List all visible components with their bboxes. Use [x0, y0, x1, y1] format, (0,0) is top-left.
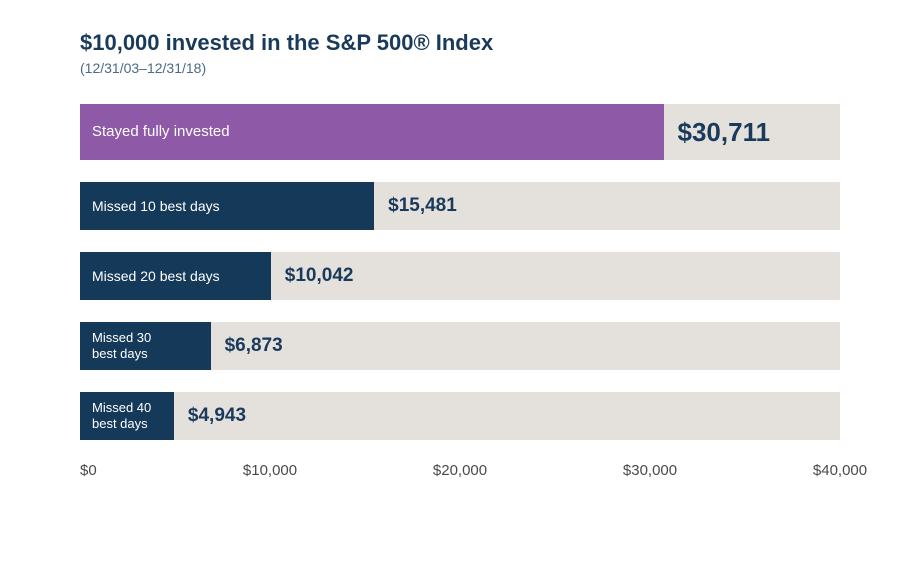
bar-fill: Missed 30 best days [80, 322, 211, 370]
bar-value: $6,873 [225, 335, 283, 357]
bar-value: $4,943 [188, 405, 246, 427]
bar-label: Missed 10 best days [92, 198, 228, 215]
bar-fill: Missed 20 best days [80, 252, 271, 300]
bar-value: $30,711 [678, 117, 771, 148]
bar-value: $15,481 [388, 195, 457, 217]
bar-label: Missed 40 best days [92, 400, 172, 431]
x-axis: $0$10,000$20,000$30,000$40,000 [80, 462, 840, 486]
axis-tick: $0 [80, 462, 97, 479]
bar-row: Missed 10 best days $15,481 [80, 182, 840, 230]
bar-fill: Missed 40 best days [80, 392, 174, 440]
bar-label: Missed 20 best days [92, 268, 228, 285]
bar-row: Missed 30 best days $6,873 [80, 322, 840, 370]
axis-tick: $20,000 [433, 462, 487, 479]
bar-fill: Missed 10 best days [80, 182, 374, 230]
bar-row: Missed 20 best days $10,042 [80, 252, 840, 300]
chart-title: $10,000 invested in the S&P 500® Index [80, 30, 840, 56]
bar-row: Stayed fully invested $30,711 [80, 104, 840, 160]
bar-value: $10,042 [285, 265, 354, 287]
bar-row: Missed 40 best days $4,943 [80, 392, 840, 440]
bar-label: Stayed fully invested [92, 123, 238, 141]
bar-label: Missed 30 best days [92, 330, 172, 361]
bar-fill: Stayed fully invested [80, 104, 664, 160]
chart-container: $10,000 invested in the S&P 500® Index (… [0, 0, 900, 506]
chart-subtitle: (12/31/03–12/31/18) [80, 60, 840, 76]
axis-tick: $40,000 [813, 462, 867, 479]
axis-tick: $30,000 [623, 462, 677, 479]
bars-area: Stayed fully invested $30,711 Missed 10 be… [80, 104, 840, 440]
axis-tick: $10,000 [243, 462, 297, 479]
